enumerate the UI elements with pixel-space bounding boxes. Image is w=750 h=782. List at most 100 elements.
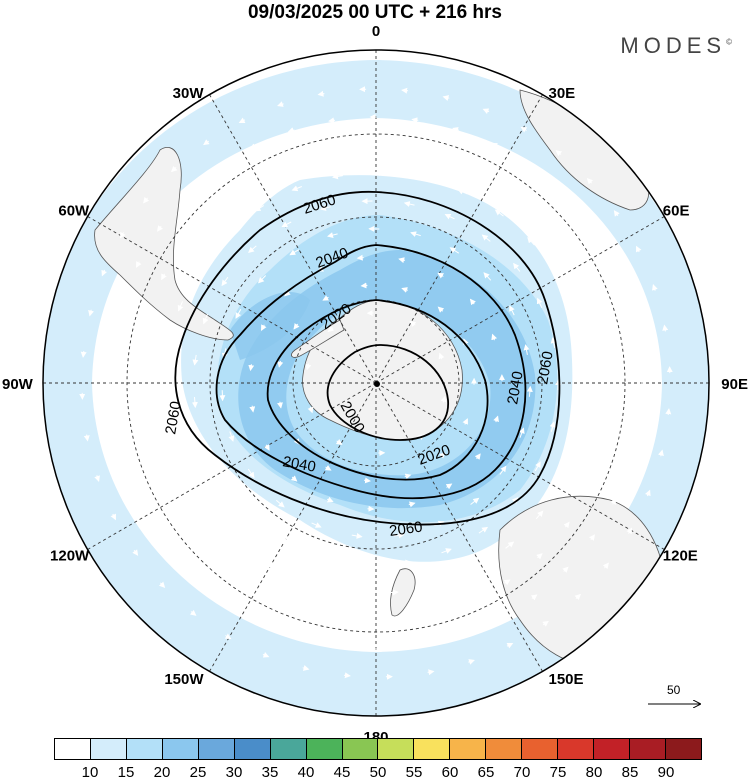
wind-vector: [230, 570, 238, 577]
wind-vector: [401, 287, 409, 293]
wind-vector: [254, 617, 261, 623]
wind-vector: [247, 468, 255, 479]
wind-vector: [587, 221, 594, 229]
wind-vector: [571, 308, 578, 320]
wind-vector: [559, 190, 566, 197]
height-contours: [174, 190, 561, 526]
wind-vector: [143, 196, 150, 204]
wind-vector: [289, 249, 300, 256]
meridian-line: [209, 382, 377, 672]
wind-vector: [520, 126, 528, 133]
wind-vector: [327, 232, 338, 238]
wind-vector: [277, 360, 284, 368]
meridian-line: [375, 382, 543, 672]
wind-vector: [478, 168, 486, 174]
wind-vector: [491, 333, 498, 341]
wind-vector: [585, 485, 591, 493]
wind-vector: [328, 117, 336, 124]
wind-vector: [563, 521, 570, 529]
wind-vector: [170, 165, 178, 173]
wind-vector: [245, 510, 254, 519]
wind-vector: [410, 231, 421, 238]
wind-vector: [319, 205, 331, 211]
south-america: [94, 147, 234, 341]
colorbar-swatch: [126, 739, 163, 759]
wind-vector: [427, 669, 435, 676]
wind-vectors: [79, 86, 673, 680]
longitude-label: 30E: [549, 85, 576, 102]
colorbar-label: 45: [333, 764, 351, 781]
colorbar-label: 35: [261, 764, 279, 781]
colorbar-label: 20: [153, 764, 171, 781]
wind-vector: [403, 201, 415, 207]
meridian-line: [209, 94, 377, 384]
colorbar-labels: 10 15 20 25 30 35 40 45 50 55 60 65 70 75 80 85 90: [0, 764, 750, 782]
wind-vector: [316, 148, 324, 154]
colorbar-label: 90: [657, 764, 675, 781]
wind-vector: [536, 297, 543, 308]
wind-vector: [575, 434, 582, 445]
wind-vector: [317, 90, 325, 97]
meridian-line: [87, 382, 377, 550]
colorbar-label: 55: [405, 764, 423, 781]
wind-vector: [327, 325, 335, 333]
wind-vector: [429, 581, 441, 588]
wind-vector: [474, 453, 481, 460]
wind-vector: [196, 263, 204, 274]
wind-vector: [316, 553, 328, 560]
logo-text: MODES: [620, 33, 727, 58]
wind-vector: [305, 363, 312, 371]
contour-label: 2060: [388, 518, 423, 539]
colorbar-swatch: [234, 739, 271, 759]
wind-vector: [110, 423, 117, 431]
wind-vector: [518, 427, 525, 438]
wind-vector: [467, 599, 475, 605]
wind-vector: [224, 633, 232, 640]
wind-vector: [542, 620, 549, 627]
wind-vector: [186, 569, 193, 576]
wind-vector: [203, 503, 211, 514]
wind-vector: [581, 349, 588, 361]
wind-vector: [254, 205, 265, 212]
wind-vector: [209, 206, 216, 213]
colorbar-swatch: [162, 739, 199, 759]
wind-vector: [636, 245, 642, 253]
colorbar-swatch: [198, 739, 235, 759]
wind-vector: [214, 165, 222, 172]
wind-vector: [658, 449, 664, 457]
colorbar-swatch: [558, 739, 595, 759]
wind-vector: [523, 344, 530, 355]
wind-vector: [343, 672, 351, 679]
wind-vector: [609, 406, 616, 414]
wind-vector: [592, 284, 598, 292]
map-title: 09/03/2025 00 UTC + 216 hrs: [247, 2, 503, 23]
wind-vector: [536, 553, 543, 560]
wind-vector: [191, 397, 198, 409]
wind-vector: [439, 152, 447, 159]
wind-vector: [513, 262, 521, 272]
wind-vector: [398, 257, 406, 264]
wind-vector: [665, 408, 672, 416]
wind-vector: [481, 234, 491, 242]
meridian-lines: [43, 50, 709, 716]
wind-vector: [189, 609, 197, 616]
wind-vector: [589, 534, 596, 541]
wind-vector: [248, 245, 257, 254]
colorbar-label: 60: [441, 764, 459, 781]
colorbar-label: 80: [585, 764, 603, 781]
wind-vector: [275, 499, 285, 508]
contour-2000: [326, 344, 449, 441]
reference-vector-label: 50: [667, 683, 681, 697]
wind-vector: [470, 497, 480, 505]
wind-vector: [442, 95, 450, 101]
wind-vector: [555, 150, 563, 157]
contour-label: 2060: [534, 350, 557, 386]
wind-vector: [546, 216, 553, 223]
wind-vector: [478, 526, 489, 534]
wind-vector: [287, 127, 295, 133]
longitude-label: 120E: [663, 548, 698, 565]
wind-vector: [495, 617, 503, 623]
colorbar-label: 10: [81, 764, 99, 781]
wind-vector: [441, 548, 452, 554]
wind-vector: [559, 474, 566, 485]
